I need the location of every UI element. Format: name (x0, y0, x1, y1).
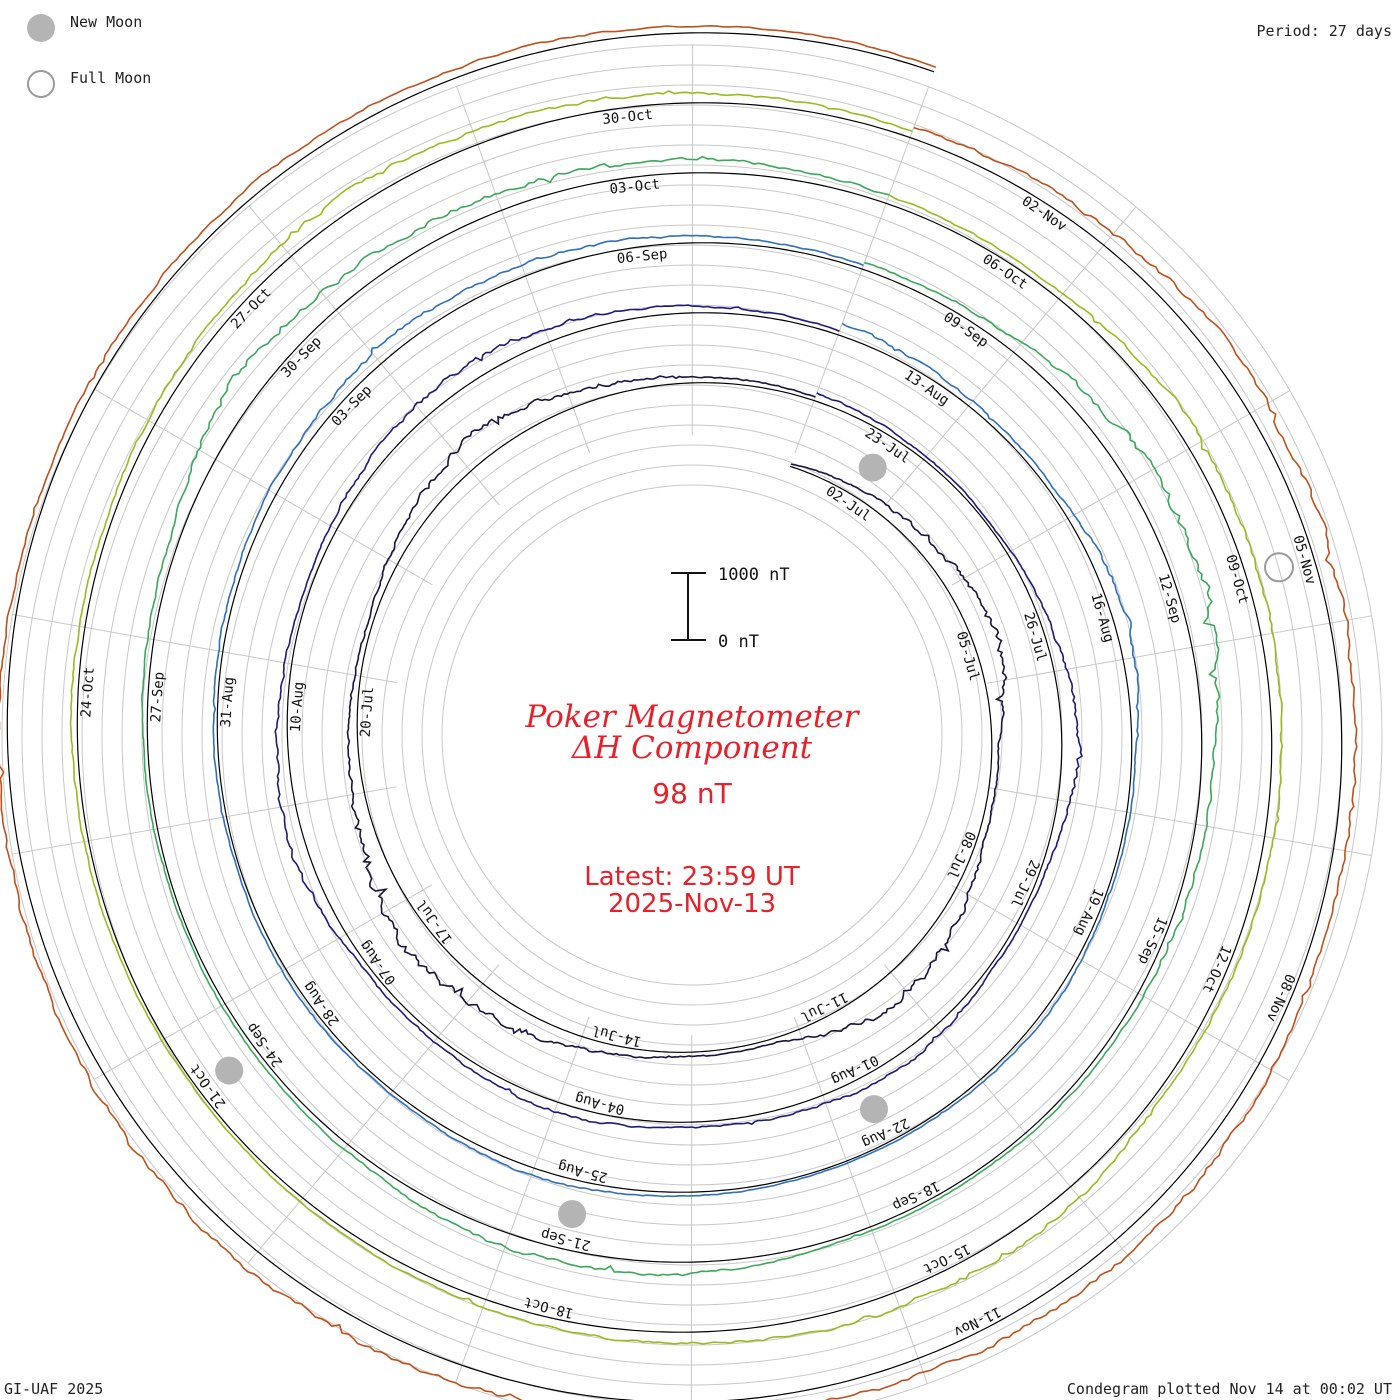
grid-spoke (884, 964, 1136, 1265)
legend-new-moon-marker (27, 14, 55, 42)
date-label: 12-Oct (1199, 943, 1234, 996)
grid-spoke (793, 1016, 928, 1384)
date-label: 15-Sep (1135, 914, 1170, 967)
credit-label: GI-UAF 2025 (4, 1380, 104, 1398)
grid-circle (441, 484, 943, 986)
grid-circle (81, 124, 1303, 1346)
title-value: 98 nT (652, 777, 732, 810)
legend-new-moon-label: New Moon (70, 13, 143, 31)
grid-circle (21, 64, 1363, 1400)
moon-markers-layer (215, 453, 1294, 1229)
series-layer (0, 24, 1358, 1400)
date-label: 08-Jul (943, 829, 978, 882)
series-trace-cycle-1 (346, 375, 1008, 1059)
date-label: 31-Aug (218, 676, 238, 728)
legend-full-moon-marker (27, 70, 55, 98)
grid-circle (421, 464, 963, 1006)
scale-bar-bottom-label: 0 nT (718, 632, 759, 652)
date-label: 01-Aug (829, 1051, 881, 1087)
new-moon-marker (858, 453, 887, 482)
grid-spoke (93, 884, 433, 1080)
grid-spoke (987, 615, 1372, 684)
new-moon-marker (860, 1095, 888, 1124)
grid-spoke (794, 86, 930, 454)
grid-spoke (951, 884, 1290, 1081)
series-trace-cycle-5 (69, 90, 1284, 1345)
grid-spoke (12, 614, 397, 684)
date-label: 18-Sep (890, 1177, 942, 1213)
title-date: 2025-Nov-13 (608, 889, 776, 919)
title-line1: Poker Magnetometer (525, 699, 861, 735)
series-trace-cycle-6 (0, 24, 1358, 1400)
title-latest: Latest: 23:59 UT (584, 862, 800, 892)
date-label: 10-Aug (288, 681, 308, 733)
series-trace-cycle-4 (141, 155, 1221, 1277)
grid-circle (61, 104, 1323, 1366)
date-label: 30-Oct (602, 107, 654, 128)
grid-circle (1, 44, 1383, 1400)
baseline-spiral (6, 32, 1343, 1400)
date-label: 06-Sep (616, 246, 668, 267)
grid-circle (121, 164, 1263, 1306)
period-label: Period: 27 days (1256, 22, 1392, 40)
grid-spoke (951, 390, 1291, 586)
date-label: 20-Jul (358, 686, 378, 738)
grid-spoke (248, 205, 500, 506)
date-label: 27-Sep (148, 671, 168, 723)
date-label: 19-Aug (1071, 886, 1106, 939)
new-moon-marker (558, 1200, 587, 1229)
date-label: 11-Nov (951, 1303, 1003, 1339)
date-label: 03-Oct (609, 176, 661, 197)
grid-layer (1, 32, 1383, 1400)
date-label: 24-Oct (78, 666, 98, 718)
grid-spoke (884, 206, 1137, 506)
grid-spoke (12, 786, 397, 855)
plotted-label: Condegram plotted Nov 14 at 00:02 UT (1066, 1380, 1392, 1398)
new-moon-marker (215, 1056, 244, 1085)
grid-spoke (987, 786, 1372, 856)
legend-full-moon-label: Full Moon (70, 69, 152, 87)
grid-circle (401, 444, 983, 1026)
full-moon-marker (1264, 552, 1294, 583)
date-label: 29-Jul (1007, 857, 1042, 910)
scale-bar-top-label: 1000 nT (718, 565, 790, 585)
date-label: 08-Nov (1263, 971, 1298, 1024)
title-block: Poker Magnetometer ΔH Component 98 nT La… (525, 699, 861, 919)
grid-spoke (247, 964, 500, 1264)
grid-circle (101, 144, 1283, 1326)
date-label: 15-Oct (920, 1240, 972, 1276)
date-label: 11-Jul (798, 988, 850, 1024)
series-trace-cycle-3 (212, 234, 1140, 1198)
grid-spoke (454, 1016, 590, 1384)
series-trace-cycle-2 (274, 304, 1084, 1129)
date-label: 30-Sep (278, 334, 325, 381)
scale-bar: 1000 nT 0 nT (671, 565, 790, 652)
grid-spoke (94, 389, 433, 586)
title-line2: ΔH Component (571, 730, 813, 766)
grid-spoke (456, 86, 591, 454)
